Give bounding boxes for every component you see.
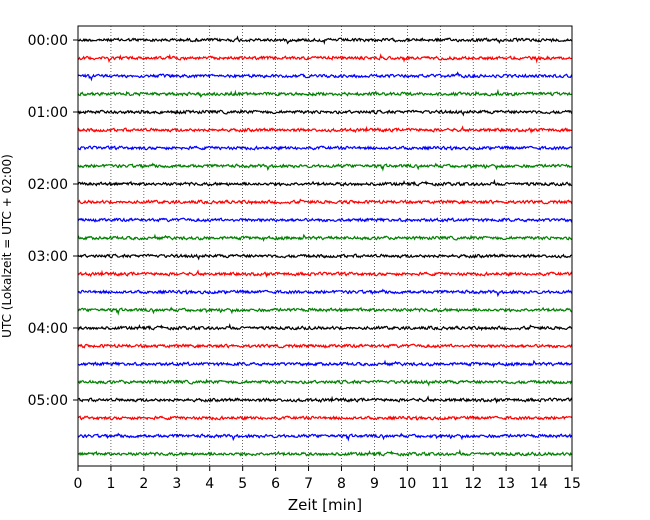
x-tick-label: 2 [139, 476, 148, 492]
trace-line [77, 162, 573, 172]
y-tick-label: 03:00 [28, 249, 68, 265]
trace-line [77, 269, 573, 278]
trace-line [77, 145, 573, 151]
trace-line [77, 71, 573, 82]
y-tick-label: 02:00 [28, 177, 68, 193]
trace-line [77, 343, 573, 349]
trace-line [77, 395, 573, 404]
y-tick-label: 00:00 [28, 33, 68, 49]
y-tick-label: 04:00 [28, 321, 68, 337]
x-tick-label: 3 [172, 476, 181, 492]
trace-line [77, 53, 573, 64]
trace-line [77, 432, 573, 442]
grid-lines [110, 26, 540, 466]
seismic-traces [77, 35, 573, 457]
x-tick-label: 14 [530, 476, 548, 492]
x-tick-label: 0 [74, 476, 83, 492]
y-tick-label: 01:00 [28, 105, 68, 121]
x-tick-label: 5 [238, 476, 247, 492]
x-tick-label: 1 [106, 476, 115, 492]
plot-frame [77, 25, 573, 467]
trace-line [77, 217, 573, 223]
trace-line [77, 322, 573, 332]
trace-line [77, 253, 573, 261]
trace-line [77, 88, 573, 98]
y-axis-ticks: 00:00 01:00 02:00 03:00 04:00 05:00 [28, 33, 78, 409]
x-tick-label: 4 [205, 476, 214, 492]
x-tick-label: 7 [304, 476, 313, 492]
x-tick-label: 13 [497, 476, 515, 492]
trace-line [77, 288, 573, 298]
x-tick-label: 8 [337, 476, 346, 492]
trace-line [77, 125, 573, 134]
trace-line [77, 448, 573, 457]
trace-line [77, 233, 573, 243]
trace-line [77, 108, 573, 117]
x-axis-ticks: 0 1 2 3 4 5 6 7 8 9 10 11 12 13 14 15 [74, 466, 581, 492]
x-tick-label: 15 [563, 476, 581, 492]
x-tick-label: 11 [431, 476, 449, 492]
x-tick-label: 6 [271, 476, 280, 492]
x-tick-label: 10 [398, 476, 416, 492]
x-axis-label: Zeit [min] [288, 496, 362, 514]
x-tick-label: 9 [370, 476, 379, 492]
x-tick-label: 12 [464, 476, 482, 492]
trace-line [77, 306, 573, 316]
y-tick-label: 05:00 [28, 393, 68, 409]
trace-line [77, 415, 573, 421]
trace-line [77, 359, 573, 369]
y-axis-label: UTC (Lokalzeit = UTC + 02:00) [0, 154, 14, 338]
trace-line [77, 378, 573, 387]
trace-line [77, 198, 573, 206]
trace-line [77, 35, 573, 45]
trace-line [77, 178, 573, 187]
